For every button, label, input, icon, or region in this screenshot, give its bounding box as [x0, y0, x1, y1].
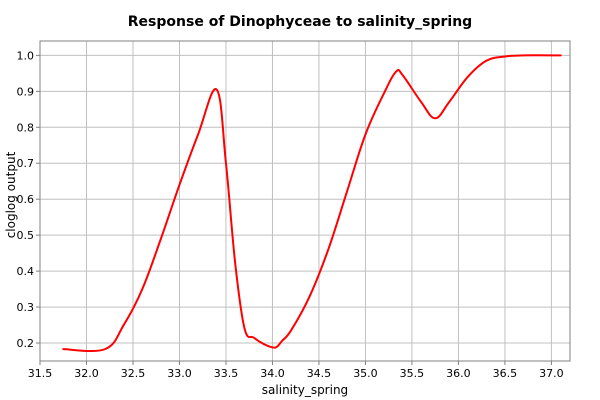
x-tick-label-7: 35.0 [353, 367, 378, 380]
x-tick-label-1: 32.0 [74, 367, 99, 380]
x-tick-label-5: 34.0 [260, 367, 285, 380]
chart-title: Response of Dinophyceae to salinity_spri… [127, 14, 473, 30]
response-curve-0 [62, 54, 562, 353]
y-tick-label-8: 1.0 [17, 49, 35, 62]
x-tick-label-3: 33.0 [167, 367, 192, 380]
plot-border [39, 40, 571, 362]
x-tick-label-6: 34.5 [307, 367, 332, 380]
y-tick-label-0: 0.2 [17, 337, 35, 350]
y-tick-label-2: 0.4 [17, 265, 35, 278]
x-tick-label-10: 36.5 [493, 367, 518, 380]
y-tick-label-5: 0.7 [17, 157, 35, 170]
y-tick-label-1: 0.3 [17, 301, 35, 314]
x-axis-label: salinity_spring [261, 383, 349, 397]
y-tick-label-3: 0.5 [17, 229, 35, 242]
x-tick-label-2: 32.5 [121, 367, 146, 380]
x-tick-label-9: 36.0 [446, 367, 471, 380]
y-tick-label-4: 0.6 [17, 193, 35, 206]
y-tick-label-7: 0.9 [17, 85, 35, 98]
y-axis-label: cloglog output [4, 151, 18, 239]
x-tick-label-0: 31.5 [28, 367, 53, 380]
x-tick-label-11: 37.0 [539, 367, 564, 380]
x-tick-label-4: 33.5 [214, 367, 239, 380]
x-tick-label-8: 35.5 [400, 367, 425, 380]
y-tick-label-6: 0.8 [17, 121, 35, 134]
